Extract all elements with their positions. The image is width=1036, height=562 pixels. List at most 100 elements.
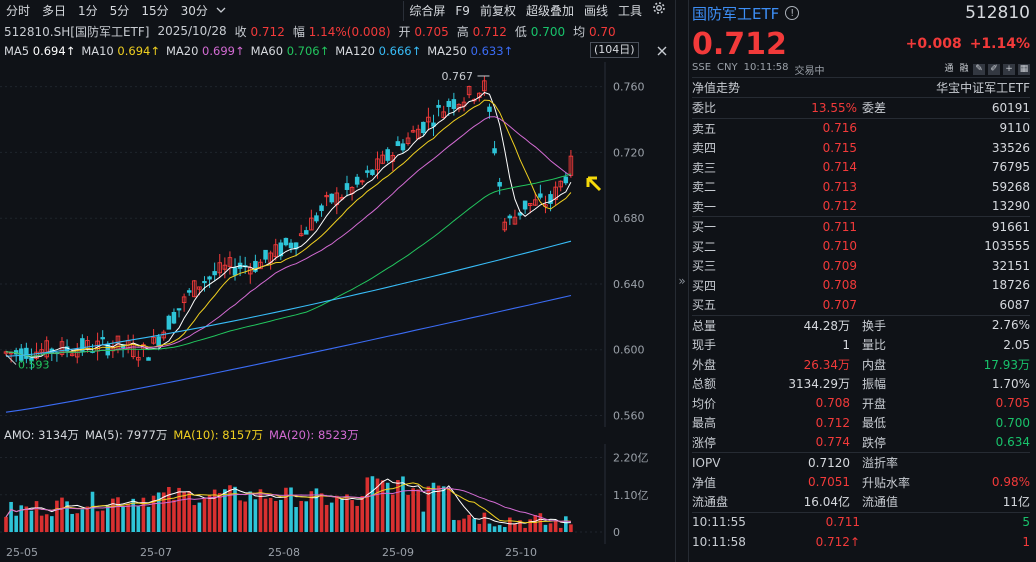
stat-label: 振幅 bbox=[862, 377, 887, 392]
settings-gear-icon[interactable] bbox=[647, 1, 671, 21]
candle-body bbox=[80, 338, 85, 352]
candle-body bbox=[181, 296, 187, 304]
low-label: 低 bbox=[514, 24, 527, 39]
y-tick-label: 0 bbox=[613, 526, 620, 539]
period-tab-multiday[interactable]: 多日 bbox=[42, 4, 67, 18]
info-icon[interactable]: ! bbox=[785, 6, 800, 20]
candle-body bbox=[354, 176, 360, 185]
sell-order-row[interactable]: 卖五 0.716 9110 bbox=[692, 119, 1030, 139]
buy-volume: 32151 bbox=[991, 258, 1030, 273]
date-tick: 25-07 bbox=[140, 546, 172, 559]
chevron-down-icon[interactable] bbox=[214, 1, 228, 21]
volume-bar bbox=[508, 517, 512, 532]
volume-bar bbox=[345, 494, 349, 532]
f9-button[interactable]: F9 bbox=[455, 4, 470, 18]
open-label: 开 bbox=[398, 24, 411, 39]
volume-chart[interactable]: 2.20亿 1.10亿 0 bbox=[0, 444, 675, 544]
buy-order-row[interactable]: 买二 0.710 103555 bbox=[692, 237, 1030, 257]
buy-order-row[interactable]: 买五 0.707 6087 bbox=[692, 295, 1030, 315]
candle-body bbox=[171, 311, 177, 324]
ma-legend-value: 0.694↑ bbox=[117, 44, 160, 58]
tick-price-value: 0.711 bbox=[825, 515, 860, 530]
buy-order-row[interactable]: 买三 0.709 32151 bbox=[692, 256, 1030, 276]
ma-legend: MA5 0.694↑ MA10 0.694↑ MA20 0.699↑ MA60 0.7… bbox=[4, 42, 513, 60]
volume-bar bbox=[29, 510, 34, 532]
sell-volume: 13290 bbox=[991, 199, 1030, 214]
sell-price: 0.714 bbox=[822, 160, 857, 175]
volume-bar bbox=[487, 523, 492, 532]
day-range-button[interactable]: (104日) bbox=[590, 42, 639, 58]
volume-bar bbox=[202, 498, 207, 532]
candle-body bbox=[431, 122, 436, 127]
edit-icon[interactable]: ✎ bbox=[973, 64, 985, 75]
iopv-stats: IOPV 0.7120 溢折率 净值 0.7051 升贴水率 0.98% 流通盘 16.04亿流… bbox=[692, 453, 1030, 513]
sell-order-row[interactable]: 卖二 0.713 59268 bbox=[692, 177, 1030, 197]
price-change: +0.008 bbox=[905, 36, 962, 52]
weibi-label: 委比 bbox=[692, 101, 717, 116]
date-label: 2025/10/28 bbox=[157, 24, 227, 38]
volume-bar bbox=[431, 482, 436, 532]
period-tab-15min[interactable]: 15分 bbox=[141, 4, 169, 18]
nav-trend-label[interactable]: 净值走势 bbox=[692, 81, 741, 95]
candle-body bbox=[166, 315, 172, 330]
candle-body bbox=[553, 186, 558, 200]
date-tick: 25-08 bbox=[268, 546, 300, 559]
volume-bar bbox=[136, 506, 141, 532]
period-tab-5min[interactable]: 5分 bbox=[109, 4, 130, 18]
candle-body bbox=[207, 276, 212, 280]
overlay-button[interactable]: 超级叠加 bbox=[525, 4, 574, 18]
volume-bar bbox=[263, 498, 268, 532]
amo-ma20: MA(20): 8523万 bbox=[269, 428, 359, 442]
avg-value: 0.70 bbox=[588, 24, 616, 39]
high-value: 0.712 bbox=[472, 24, 507, 39]
pen-icon[interactable]: ✐ bbox=[988, 64, 1000, 75]
stat-row: 外盘 26.34万 内盘 17.93万 bbox=[692, 355, 1030, 375]
volume-bar bbox=[518, 520, 522, 532]
stat-label: 流通值 bbox=[862, 495, 899, 510]
buy-order-row[interactable]: 买一 0.711 91661 bbox=[692, 217, 1030, 237]
buy-order-row[interactable]: 买四 0.708 18726 bbox=[692, 276, 1030, 296]
close-icon[interactable] bbox=[656, 45, 668, 57]
volume-bar bbox=[146, 506, 151, 532]
tools-button[interactable]: 工具 bbox=[617, 4, 642, 18]
stat-label: 总量 bbox=[692, 318, 717, 333]
grid-icon[interactable]: ▦ bbox=[1018, 64, 1030, 75]
sell-level-label: 卖一 bbox=[692, 199, 717, 214]
candle-body bbox=[497, 182, 502, 187]
range-field: 幅 1.14%(0.008) bbox=[293, 23, 391, 40]
candle-body bbox=[146, 357, 151, 361]
close-label: 收 bbox=[234, 24, 247, 39]
candlestick-chart[interactable]: 0.760 0.720 0.680 0.640 0.600 0.560 0.767 0.593 bbox=[0, 62, 675, 427]
period-tab-1min[interactable]: 1分 bbox=[78, 4, 98, 18]
ma-legend-item: MA20 0.699↑ bbox=[166, 44, 245, 58]
candle-body bbox=[344, 183, 350, 190]
candle-body bbox=[304, 230, 309, 235]
stat-value: 0.98% bbox=[991, 475, 1030, 490]
y-tick-label: 1.10亿 bbox=[613, 489, 649, 502]
candle-body bbox=[370, 169, 375, 175]
add-icon[interactable]: + bbox=[1003, 64, 1015, 75]
sell-order-row[interactable]: 卖三 0.714 76795 bbox=[692, 158, 1030, 178]
stat-label: 量比 bbox=[862, 338, 887, 353]
candle-body bbox=[360, 180, 365, 183]
sell-order-row[interactable]: 卖四 0.715 33526 bbox=[692, 138, 1030, 158]
candle-body bbox=[400, 143, 406, 151]
sell-order-row[interactable]: 卖一 0.712 13290 bbox=[692, 197, 1030, 217]
period-tab-30min[interactable]: 30分 bbox=[180, 4, 208, 18]
sell-level-label: 卖三 bbox=[692, 160, 717, 175]
adjust-button[interactable]: 前复权 bbox=[479, 4, 516, 18]
candle-body bbox=[436, 104, 441, 108]
composite-screen-button[interactable]: 综合屏 bbox=[403, 1, 450, 21]
volume-bar bbox=[187, 491, 192, 532]
period-tab-intraday[interactable]: 分时 bbox=[6, 4, 31, 18]
volume-bar bbox=[60, 497, 64, 532]
currency-label: CNY bbox=[717, 62, 738, 73]
volume-bar bbox=[95, 511, 100, 532]
y-tick-label: 0.640 bbox=[613, 278, 645, 291]
ma-legend-item: MA120 0.666↑ bbox=[335, 44, 421, 58]
stat-value: 0.712 bbox=[815, 415, 850, 430]
high-label: 高 bbox=[456, 24, 469, 39]
stat-value: 0.774 bbox=[815, 435, 850, 450]
draw-line-button[interactable]: 画线 bbox=[583, 4, 608, 18]
panel-collapse-toggle[interactable]: » bbox=[675, 0, 689, 562]
